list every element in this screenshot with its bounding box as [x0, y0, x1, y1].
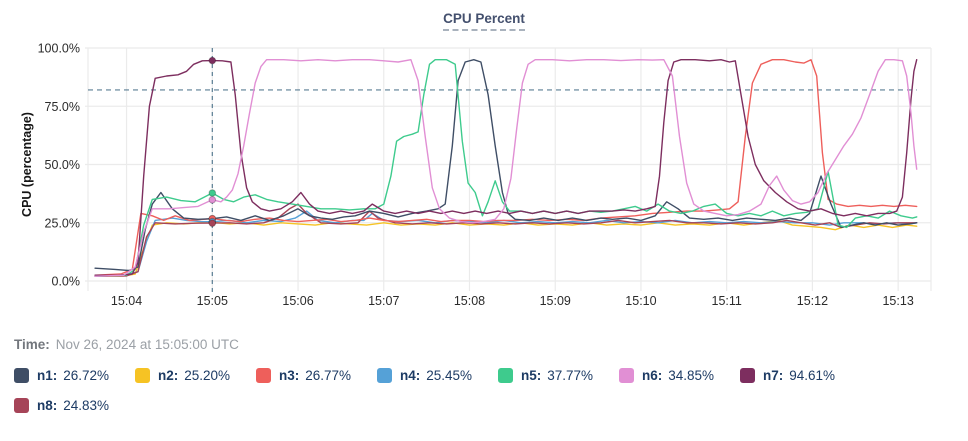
- legend-swatch-n3: [256, 367, 271, 383]
- y-tick-label: 50.0%: [45, 158, 80, 172]
- legend-item-n4[interactable]: n4: 25.45%: [377, 365, 498, 385]
- series-line-n4: [94, 210, 918, 277]
- legend-value: 25.45%: [426, 367, 473, 383]
- legend-name: n1:: [37, 367, 58, 383]
- series-line-n3: [94, 59, 918, 276]
- x-tick-label: 15:07: [368, 294, 399, 308]
- x-tick-label: 15:13: [882, 294, 913, 308]
- x-tick-label: 15:04: [111, 294, 142, 308]
- y-tick-label: 75.0%: [45, 100, 80, 114]
- legend-name: n8:: [37, 397, 58, 413]
- legend-item-n3[interactable]: n3: 26.77%: [256, 365, 377, 385]
- legend-item-n7[interactable]: n7: 94.61%: [740, 365, 861, 385]
- x-tick-label: 15:11: [712, 294, 742, 308]
- legend-name: n2:: [158, 367, 179, 383]
- legend-name: n4:: [400, 367, 421, 383]
- crosshair-marker-n7: [208, 56, 217, 65]
- legend-item-n1[interactable]: n1: 26.72%: [14, 365, 135, 385]
- legend-value: 34.85%: [668, 367, 715, 383]
- y-axis-title: CPU (percentage): [20, 112, 34, 217]
- time-value: Nov 26, 2024 at 15:05:00 UTC: [55, 337, 239, 352]
- x-tick-label: 15:10: [625, 294, 656, 308]
- legend-swatch-n4: [377, 367, 392, 383]
- legend-value: 94.61%: [789, 367, 836, 383]
- crosshair-marker-n8: [208, 219, 217, 227]
- series-line-n8: [94, 203, 918, 277]
- legend-name: n3:: [279, 367, 300, 383]
- chart-title[interactable]: CPU Percent: [443, 11, 525, 31]
- cpu-percent-chart[interactable]: 0.0% 25.0% 50.0% 75.0% 100.0% 15:04 15:05 15:06…: [0, 0, 968, 320]
- legend-value: 24.83%: [63, 397, 110, 413]
- x-tick-label: 15:09: [540, 294, 571, 308]
- legend-swatch-n8: [14, 397, 29, 413]
- series-line-n2: [94, 219, 918, 277]
- series-line-n1: [94, 59, 918, 272]
- x-tick-label: 15:12: [797, 294, 828, 308]
- legend-swatch-n5: [498, 367, 513, 383]
- legend-item-n6[interactable]: n6: 34.85%: [619, 365, 740, 385]
- y-tick-label: 100.0%: [38, 42, 80, 56]
- legend-value: 26.72%: [63, 367, 110, 383]
- x-tick-label: 15:05: [197, 294, 228, 308]
- legend-swatch-n6: [619, 367, 634, 383]
- legend-item-n2[interactable]: n2: 25.20%: [135, 365, 256, 385]
- legend-name: n7:: [763, 367, 784, 383]
- crosshair-marker-n6: [208, 195, 217, 204]
- legend-item-n5[interactable]: n5: 37.77%: [498, 365, 619, 385]
- legend-swatch-n1: [14, 367, 29, 383]
- y-tick-label: 25.0%: [45, 216, 80, 230]
- legend-name: n6:: [642, 367, 663, 383]
- x-tick-label: 15:06: [282, 294, 313, 308]
- legend-value: 37.77%: [547, 367, 594, 383]
- time-label: Time:: [14, 337, 50, 352]
- legend-swatch-n7: [740, 367, 755, 383]
- chart-title-row: CPU Percent: [0, 10, 968, 31]
- legend-name: n5:: [521, 367, 542, 383]
- x-tick-label: 15:08: [454, 294, 485, 308]
- series-line-n7: [94, 59, 918, 276]
- series-line-n5: [94, 59, 918, 277]
- legend-item-n8[interactable]: n8: 24.83%: [14, 395, 135, 415]
- crosshair-marker-n5: [208, 189, 217, 197]
- chart-legend: n1: 26.72% n2: 25.20% n3: 26.77% n4: 25.45% n5: 3…: [14, 365, 956, 415]
- legend-value: 26.77%: [305, 367, 352, 383]
- legend-swatch-n2: [135, 367, 150, 383]
- y-tick-label: 0.0%: [52, 275, 81, 289]
- series-line-n6: [94, 59, 918, 277]
- legend-value: 25.20%: [184, 367, 231, 383]
- time-row: Time: Nov 26, 2024 at 15:05:00 UTC: [14, 337, 239, 352]
